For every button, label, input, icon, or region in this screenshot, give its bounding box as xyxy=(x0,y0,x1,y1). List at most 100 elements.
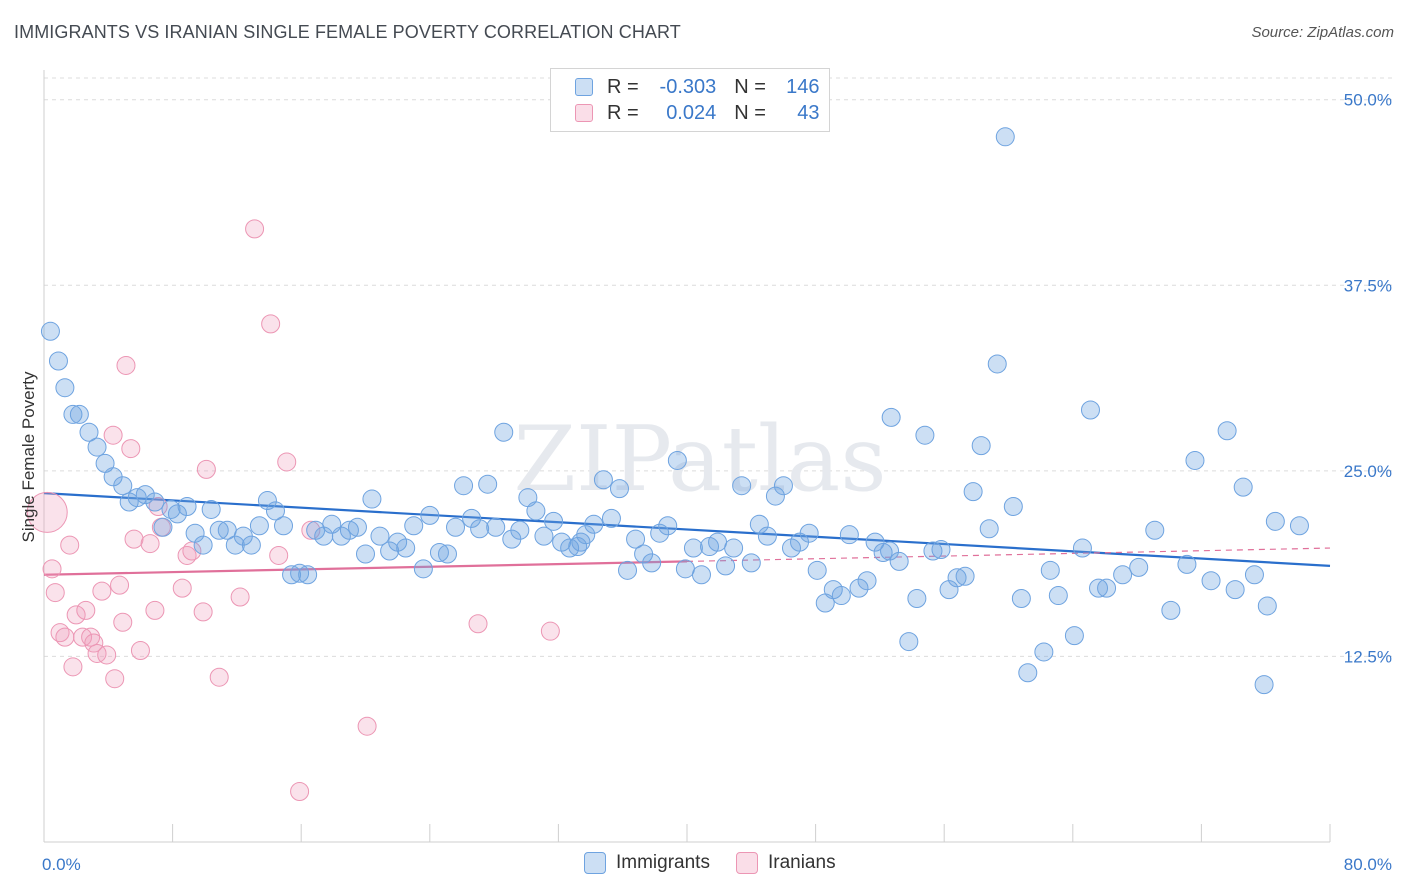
immigrants-point xyxy=(1003,496,1023,516)
immigrants-point xyxy=(420,505,440,525)
immigrants-point xyxy=(1217,421,1237,441)
immigrants-point xyxy=(915,425,935,445)
immigrants-point xyxy=(658,516,678,536)
immigrants-point xyxy=(437,544,457,564)
immigrants-point xyxy=(765,486,785,506)
iranians-swatch xyxy=(575,104,593,122)
immigrants-trend-line xyxy=(43,492,1331,567)
immigrants-point xyxy=(347,517,367,537)
immigrants-point xyxy=(724,538,744,558)
immigrants-point xyxy=(799,523,819,543)
immigrants-point xyxy=(1113,565,1133,585)
r-label: R = xyxy=(607,101,639,124)
immigrants-point xyxy=(544,511,564,531)
immigrants-point xyxy=(298,565,318,585)
immigrants-point xyxy=(1161,600,1181,620)
trend-layer xyxy=(43,492,1331,576)
immigrants-point xyxy=(1244,565,1264,585)
immigrants-point xyxy=(857,571,877,591)
immigrants-point xyxy=(1089,578,1109,598)
immigrants-point xyxy=(282,565,302,585)
immigrants-point xyxy=(510,520,530,540)
immigrants-point xyxy=(153,517,173,537)
y-tick-label: 12.5% xyxy=(1344,647,1392,666)
immigrants-point xyxy=(209,520,229,540)
iranians-point xyxy=(357,716,377,736)
immigrants-point xyxy=(1233,477,1253,497)
immigrants-point xyxy=(601,508,621,528)
iranians-point xyxy=(103,425,123,445)
immigrants-point xyxy=(201,499,221,519)
immigrants-point xyxy=(626,529,646,549)
immigrants-point xyxy=(1257,596,1277,616)
iranians-point xyxy=(261,314,281,334)
immigrants-point xyxy=(947,568,967,588)
immigrants-point xyxy=(889,551,909,571)
iranians-point xyxy=(209,667,229,687)
immigrants-point xyxy=(618,560,638,580)
series-legend: Immigrants Iranians xyxy=(584,852,862,874)
immigrants-point xyxy=(1177,554,1197,574)
immigrants-point xyxy=(63,404,83,424)
immigrants-point xyxy=(560,538,580,558)
immigrants-point xyxy=(362,489,382,509)
immigrants-point xyxy=(1289,516,1309,536)
immigrants-point xyxy=(881,407,901,427)
x-tick-label-start: 0.0% xyxy=(42,855,81,874)
immigrants-point xyxy=(584,514,604,534)
y-tick-label: 50.0% xyxy=(1344,91,1392,110)
immigrants-point xyxy=(446,517,466,537)
immigrants-point xyxy=(404,516,424,536)
iranians-point xyxy=(42,559,62,579)
iranians-point xyxy=(196,459,216,479)
immigrants-point xyxy=(571,532,591,552)
iranians-trend-line xyxy=(43,560,688,576)
immigrants-point xyxy=(831,586,851,606)
immigrants-point xyxy=(907,589,927,609)
immigrants-point xyxy=(177,496,197,516)
legend-item-immigrants[interactable]: Immigrants xyxy=(584,852,710,874)
iranians-point xyxy=(113,612,133,632)
immigrants-point xyxy=(865,532,885,552)
immigrants-point xyxy=(1011,589,1031,609)
iranians-point xyxy=(193,602,213,622)
iranians-point xyxy=(172,578,192,598)
immigrants-legend-swatch xyxy=(584,852,606,874)
iranians-point xyxy=(121,439,141,459)
iranians-point xyxy=(92,581,112,601)
immigrants-point xyxy=(593,470,613,490)
iranians-point xyxy=(290,782,310,802)
immigrants-point xyxy=(534,526,554,546)
immigrants-point xyxy=(1048,586,1068,606)
immigrants-point xyxy=(899,632,919,652)
immigrants-point xyxy=(1018,663,1038,683)
immigrants-point xyxy=(462,508,482,528)
iranians-point xyxy=(145,600,165,620)
iranians-point xyxy=(60,535,80,555)
immigrants-point xyxy=(955,566,975,586)
iranians-point xyxy=(26,491,68,533)
immigrants-point xyxy=(1129,557,1149,577)
iranians-point xyxy=(468,614,488,634)
immigrants-point xyxy=(849,578,869,598)
r-value-immigrants: -0.303 xyxy=(659,75,717,98)
immigrants-point xyxy=(1201,571,1221,591)
immigrants-point xyxy=(1080,400,1100,420)
immigrants-legend-label: Immigrants xyxy=(616,852,710,873)
immigrants-point xyxy=(1040,560,1060,580)
legend-item-iranians[interactable]: Iranians xyxy=(735,852,836,874)
immigrants-point xyxy=(69,404,89,424)
iranians-point xyxy=(230,587,250,607)
iranians-point xyxy=(87,643,107,663)
x-tick-label-end: 80.0% xyxy=(1344,855,1392,874)
iranians-trend-extension xyxy=(686,547,1331,563)
immigrants-point xyxy=(691,565,711,585)
iranians-point xyxy=(73,627,93,647)
immigrants-point xyxy=(667,450,687,470)
legend-row-iranians: R = 0.024 N = 43 xyxy=(575,101,820,125)
immigrants-point xyxy=(979,519,999,539)
watermark: ZIPatlas xyxy=(513,407,886,512)
iranians-point xyxy=(84,633,104,653)
immigrants-point xyxy=(971,436,991,456)
iranians-point xyxy=(76,600,96,620)
